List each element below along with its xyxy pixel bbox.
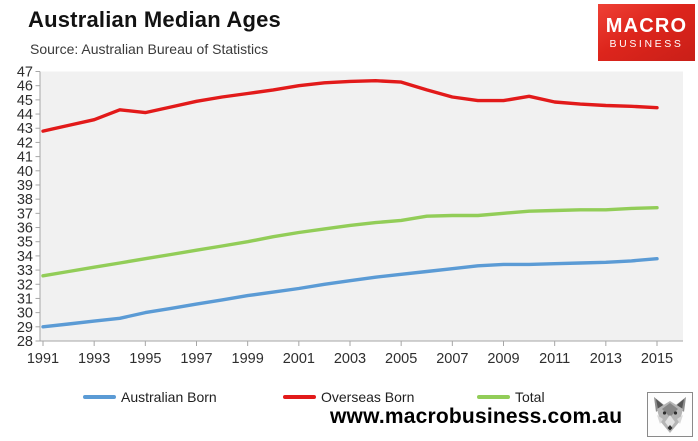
series-line-australian-born [41,257,659,329]
y-axis-label: 33 [17,263,33,279]
plot-area [40,71,683,341]
y-axis-label: 47 [17,65,33,81]
legend-swatch-total [477,395,510,399]
legend-label: Australian Born [121,389,217,405]
y-axis-label: 29 [17,320,33,336]
y-axis-label: 36 [17,221,33,237]
legend-item-total: Total [477,388,545,406]
line-chart: 4746454443424140393837363534333231302928… [17,65,683,367]
x-axis-label: 2011 [539,351,570,367]
x-axis-label: 2013 [590,351,622,367]
legend-label: Total [515,389,545,405]
y-axis-label: 35 [17,235,33,251]
wolf-logo [647,392,693,437]
y-axis-label: 30 [17,306,33,322]
y-axis-label: 40 [17,164,33,180]
y-axis-label: 28 [17,334,33,350]
macrobusiness-logo: MACRO BUSINESS [598,4,695,61]
legend-swatch-australian-born [83,395,116,399]
logo-line1: MACRO [605,14,688,37]
x-axis-label: 2001 [283,351,315,367]
y-axis-label: 46 [17,79,33,95]
series-line-total [41,205,659,278]
y-axis-label: 31 [17,291,33,307]
legend-item-australian-born: Australian Born [83,388,217,406]
y-axis-label: 41 [17,150,33,166]
x-axis-label: 2007 [436,351,468,367]
x-axis-label: 2009 [487,351,519,367]
y-axis-label: 34 [17,249,33,265]
chart-legend: Australian Born Overseas Born Total [0,388,698,408]
y-axis-label: 38 [17,192,33,208]
legend-item-overseas-born: Overseas Born [283,388,414,406]
x-axis-label: 1993 [78,351,110,367]
website-url: www.macrobusiness.com.au [330,405,623,428]
y-axis-label: 42 [17,135,33,151]
y-axis-label: 44 [17,107,33,123]
x-axis-label: 1999 [232,351,264,367]
x-axis-label: 2005 [385,351,417,367]
x-axis-label: 1991 [27,351,59,367]
wolf-head-icon [654,396,686,433]
series-line-overseas-born [41,78,659,133]
y-axis-label: 37 [17,206,33,222]
legend-swatch-overseas-born [283,395,316,399]
y-axis-label: 39 [17,178,33,194]
chart-title: Australian Median Ages [28,7,281,32]
x-axis-label: 2003 [334,351,366,367]
legend-label: Overseas Born [321,389,415,405]
x-axis-label: 2015 [641,351,673,367]
y-axis-label: 32 [17,277,33,293]
logo-line2: BUSINESS [609,37,684,50]
x-axis-label: 1995 [129,351,161,367]
chart-subtitle: Source: Australian Bureau of Statistics [30,41,269,57]
y-axis-label: 45 [17,93,33,109]
y-axis-label: 43 [17,121,33,137]
x-axis-label: 1997 [180,351,212,367]
